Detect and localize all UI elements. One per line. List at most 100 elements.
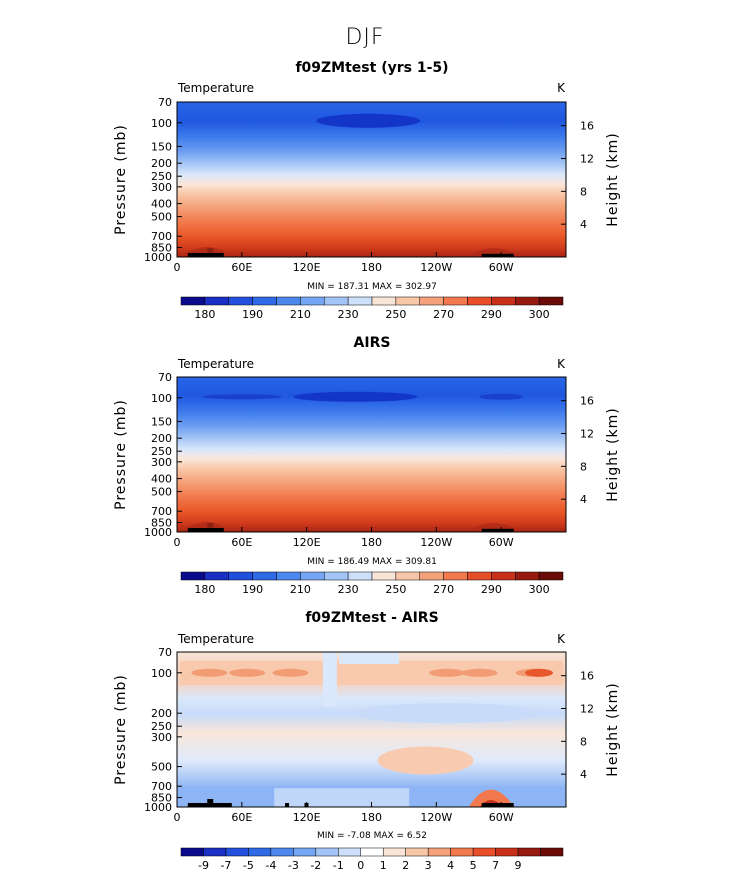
y-tick-label: 400: [151, 473, 172, 486]
colorbar-swatch: [538, 296, 564, 306]
height-tick-label: 16: [580, 395, 594, 408]
colorbar-swatch: [472, 847, 496, 857]
diff-contour: [229, 668, 266, 677]
colorbar-swatch: [204, 571, 229, 581]
y-axis-label-right: Height (km): [605, 682, 621, 776]
x-tick-label: 60E: [231, 536, 252, 549]
colorbar-label: -9: [198, 859, 209, 872]
colorbar-label: 180: [194, 583, 215, 596]
colorbar-swatch: [360, 847, 384, 857]
height-tick-label: 16: [580, 670, 594, 683]
colorbar-swatch: [338, 847, 362, 857]
diff-contour: [377, 746, 474, 775]
x-tick-label: 60E: [231, 261, 252, 274]
colorbar-swatch: [324, 296, 349, 306]
topography-mask: [481, 528, 514, 532]
colorbar-label: 210: [290, 308, 311, 321]
colorbar-swatch: [419, 296, 444, 306]
field-fill: [177, 102, 566, 257]
colorbar-swatch: [427, 847, 451, 857]
x-tick-label: 60W: [489, 811, 514, 824]
cold-core-contour: [316, 113, 421, 128]
x-tick-label: 120E: [293, 261, 321, 274]
colorbar-label: 190: [242, 308, 263, 321]
colorbar-swatch: [248, 847, 272, 857]
y-tick-label: 250: [151, 170, 172, 183]
x-tick-label: 60W: [489, 536, 514, 549]
figure-title: DJF: [345, 25, 384, 50]
warm-surface-contour: [474, 523, 518, 529]
colorbar-label: -4: [265, 859, 276, 872]
y-tick-label: 850: [151, 242, 172, 255]
colorbar-label: -1: [333, 859, 344, 872]
colorbar-label: -5: [243, 859, 254, 872]
diff-contour: [429, 668, 466, 677]
x-tick-label: 180: [361, 536, 382, 549]
diff-contour: [274, 788, 410, 807]
colorbar-swatch: [252, 571, 277, 581]
colorbar-swatch: [443, 296, 468, 306]
topography-mask: [187, 253, 224, 257]
y-axis-label: Pressure (mb): [113, 399, 129, 510]
y-tick-label: 300: [151, 181, 172, 194]
diff-contour: [191, 668, 228, 677]
y-tick-label: 200: [151, 157, 172, 170]
y-tick-label: 1000: [144, 801, 172, 814]
colorbar-swatch: [491, 296, 516, 306]
diff-contour: [322, 652, 337, 707]
x-tick-label: 120W: [420, 261, 452, 274]
colorbar-label: 300: [529, 308, 550, 321]
topography-mask: [187, 528, 224, 532]
y-tick-label: 70: [158, 96, 172, 109]
topography-mask: [207, 799, 214, 807]
y-tick-label: 500: [151, 761, 172, 774]
height-tick-label: 8: [580, 460, 587, 473]
panel-model: f09ZMtest (yrs 1-5) Temperature K 70 100 150 2…: [113, 60, 621, 321]
y-tick-label: 70: [158, 646, 172, 659]
cold-core-contour: [479, 393, 524, 400]
units-label: K: [557, 632, 566, 646]
y-axis-label: Pressure (mb): [113, 124, 129, 235]
y-tick-label: 70: [158, 371, 172, 384]
panel-title: f09ZMtest (yrs 1-5): [295, 60, 448, 76]
diff-contour: [272, 668, 309, 677]
colorbar-swatch: [395, 571, 420, 581]
height-tick-label: 12: [580, 427, 594, 440]
y-tick-label: 700: [151, 780, 172, 793]
y-tick-label: 1000: [144, 251, 172, 264]
height-tick-label: 8: [580, 185, 587, 198]
x-tick-label: 180: [361, 261, 382, 274]
topography-mask: [285, 803, 290, 807]
colorbar-swatch: [515, 296, 540, 306]
colorbar-label: 190: [242, 583, 263, 596]
colorbar-label: 7: [492, 859, 499, 872]
colorbar-swatch: [515, 571, 540, 581]
colorbar-swatch: [491, 571, 516, 581]
x-tick-label: 120E: [293, 536, 321, 549]
colorbar-swatch: [324, 571, 349, 581]
colorbar-swatch: [293, 847, 317, 857]
colorbar-swatch: [347, 296, 373, 306]
diff-contour: [468, 789, 515, 807]
colorbar-swatch: [419, 571, 444, 581]
y-tick-label: 150: [151, 140, 172, 153]
panel-title: f09ZMtest - AIRS: [305, 610, 438, 626]
y-tick-label: 250: [151, 445, 172, 458]
x-tick-label: 180: [361, 811, 382, 824]
colorbar-swatch: [315, 847, 339, 857]
colorbar-swatch: [382, 847, 406, 857]
panel-title: AIRS: [354, 335, 391, 351]
x-tick-label: 120W: [420, 536, 452, 549]
height-tick-label: 16: [580, 120, 594, 133]
height-tick-label: 8: [580, 735, 587, 748]
colorbar-swatch: [443, 571, 468, 581]
colorbar-swatch: [450, 847, 474, 857]
colorbar-label: 3: [425, 859, 432, 872]
y-tick-label: 250: [151, 720, 172, 733]
height-tick-label: 12: [580, 702, 594, 715]
units-label: K: [557, 81, 566, 95]
y-tick-label: 200: [151, 707, 172, 720]
colorbar-swatch: [180, 847, 204, 857]
